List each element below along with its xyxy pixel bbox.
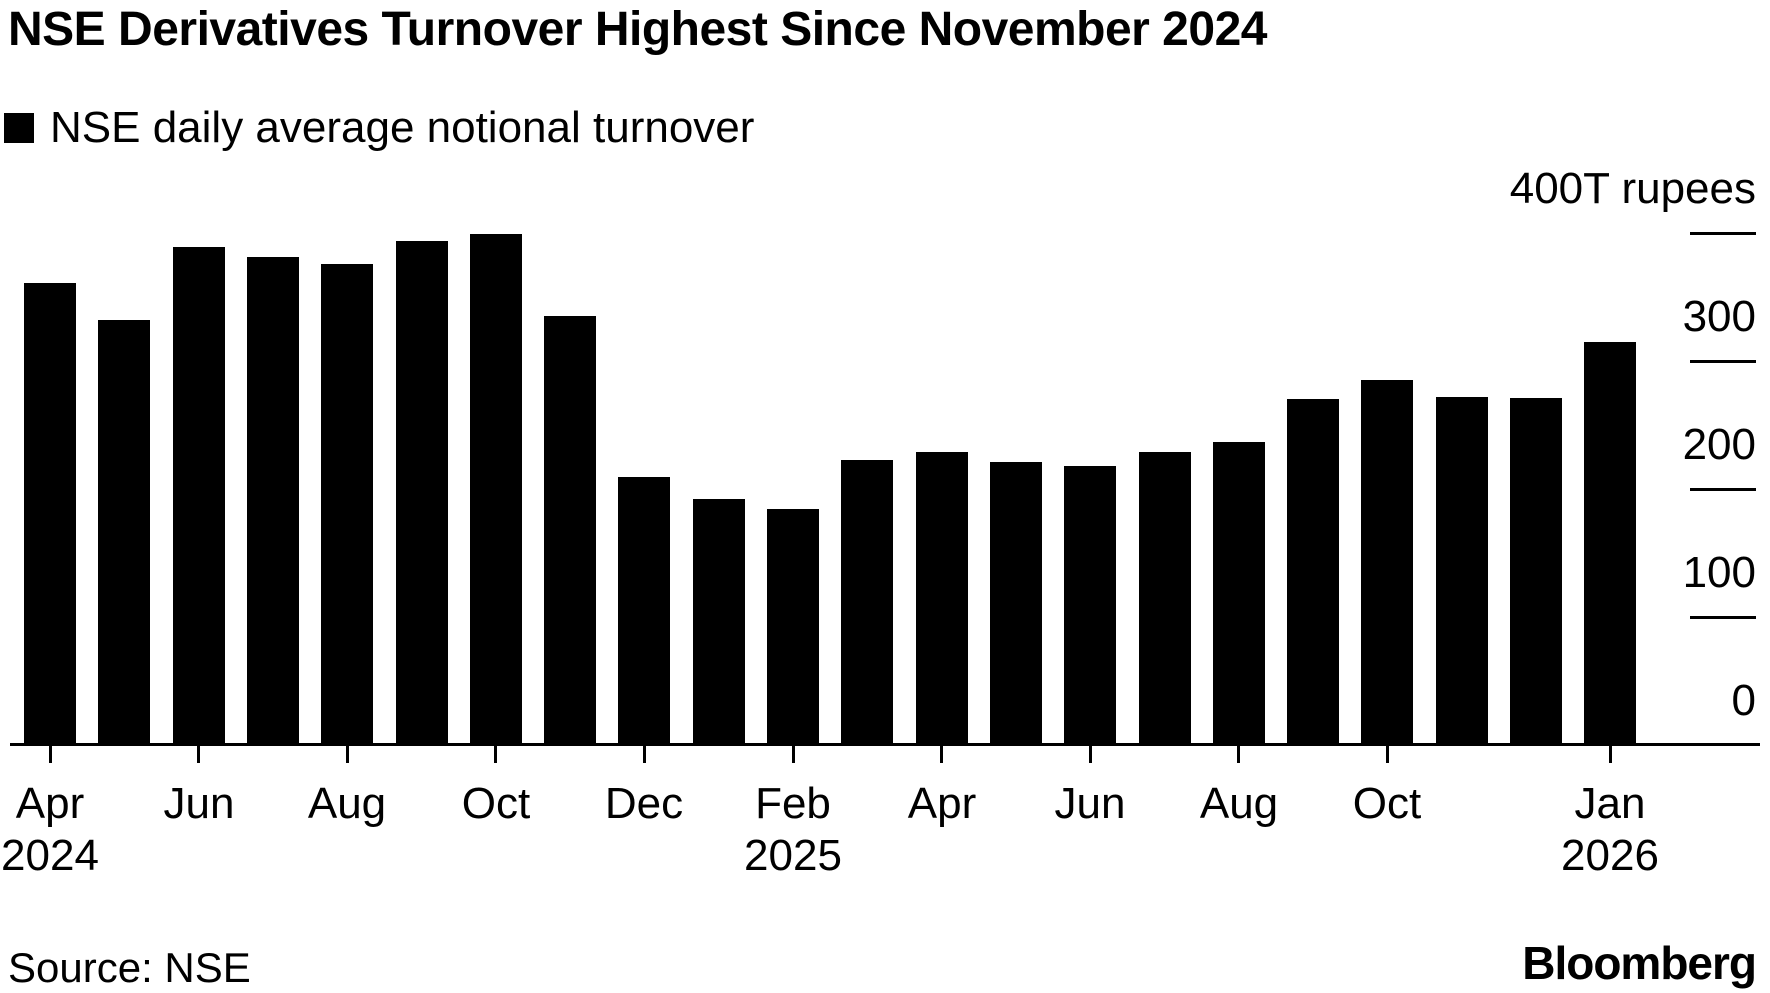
y-tick-100 — [1690, 616, 1756, 619]
x-label-jun: Jun — [163, 779, 235, 828]
bar-may-2024 — [98, 320, 150, 745]
bar-nov-2024 — [544, 316, 596, 745]
bar-dec-2025 — [1510, 398, 1562, 745]
x-tick-jun — [197, 746, 200, 763]
bar-aug-2025 — [1213, 442, 1265, 745]
bar-jun-2025 — [1064, 466, 1116, 745]
y-label-300: 300 — [1682, 292, 1756, 341]
x-label-apr: Apr — [907, 779, 977, 828]
chart-title: NSE Derivatives Turnover Highest Since N… — [8, 3, 1267, 56]
bloomberg-logo: Bloomberg — [1522, 937, 1757, 989]
x-label-aug: Aug — [1199, 779, 1279, 828]
x-tick-aug — [346, 746, 349, 763]
bar-jun-2024 — [173, 247, 225, 745]
y-tick-300 — [1690, 360, 1756, 363]
bar-feb-2025 — [767, 509, 819, 745]
x-tick-apr — [940, 746, 943, 763]
legend-label: NSE daily average notional turnover — [50, 103, 755, 152]
y-label-100: 100 — [1682, 548, 1756, 597]
legend: NSE daily average notional turnover — [4, 104, 754, 152]
bar-apr-2024 — [24, 283, 76, 745]
x-label-feb2025: Feb 2025 — [744, 779, 842, 880]
y-tick-200 — [1690, 488, 1756, 491]
x-tick-jun — [1089, 746, 1092, 763]
bar-apr-2025 — [916, 452, 968, 745]
x-label-apr2024: Apr 2024 — [1, 779, 99, 880]
bar-oct-2024 — [470, 234, 522, 745]
x-label-dec: Dec — [604, 779, 684, 828]
x-tick-apr2024 — [49, 746, 52, 763]
x-label-jan2026: Jan 2026 — [1561, 779, 1659, 880]
bar-nov-2025 — [1436, 397, 1488, 745]
bar-jan-2025 — [693, 499, 745, 745]
bar-mar-2025 — [841, 460, 893, 745]
x-label-aug: Aug — [307, 779, 387, 828]
bar-dec-2024 — [618, 477, 670, 745]
bar-jan-2026 — [1584, 342, 1636, 745]
bar-aug-2024 — [321, 264, 373, 745]
y-label-200: 200 — [1682, 420, 1756, 469]
x-tick-oct — [494, 746, 497, 763]
source-note: Source: NSE — [8, 944, 251, 991]
bar-jul-2024 — [247, 257, 299, 745]
y-label-400: 400T rupees — [1509, 164, 1756, 213]
x-tick-jan2026 — [1609, 746, 1612, 763]
bar-jul-2025 — [1139, 452, 1191, 745]
x-label-jun: Jun — [1054, 779, 1126, 828]
y-label-0: 0 — [1731, 676, 1756, 725]
y-tick-400 — [1690, 232, 1756, 235]
bar-sep-2025 — [1287, 399, 1339, 745]
x-axis-line — [10, 743, 1760, 746]
bar-oct-2025 — [1361, 380, 1413, 745]
x-tick-oct — [1386, 746, 1389, 763]
x-label-oct: Oct — [461, 779, 531, 828]
bar-sep-2024 — [396, 241, 448, 745]
x-tick-feb2025 — [792, 746, 795, 763]
bar-may-2025 — [990, 462, 1042, 745]
legend-swatch — [4, 113, 34, 143]
x-tick-aug — [1237, 746, 1240, 763]
x-label-oct: Oct — [1352, 779, 1422, 828]
x-tick-dec — [643, 746, 646, 763]
